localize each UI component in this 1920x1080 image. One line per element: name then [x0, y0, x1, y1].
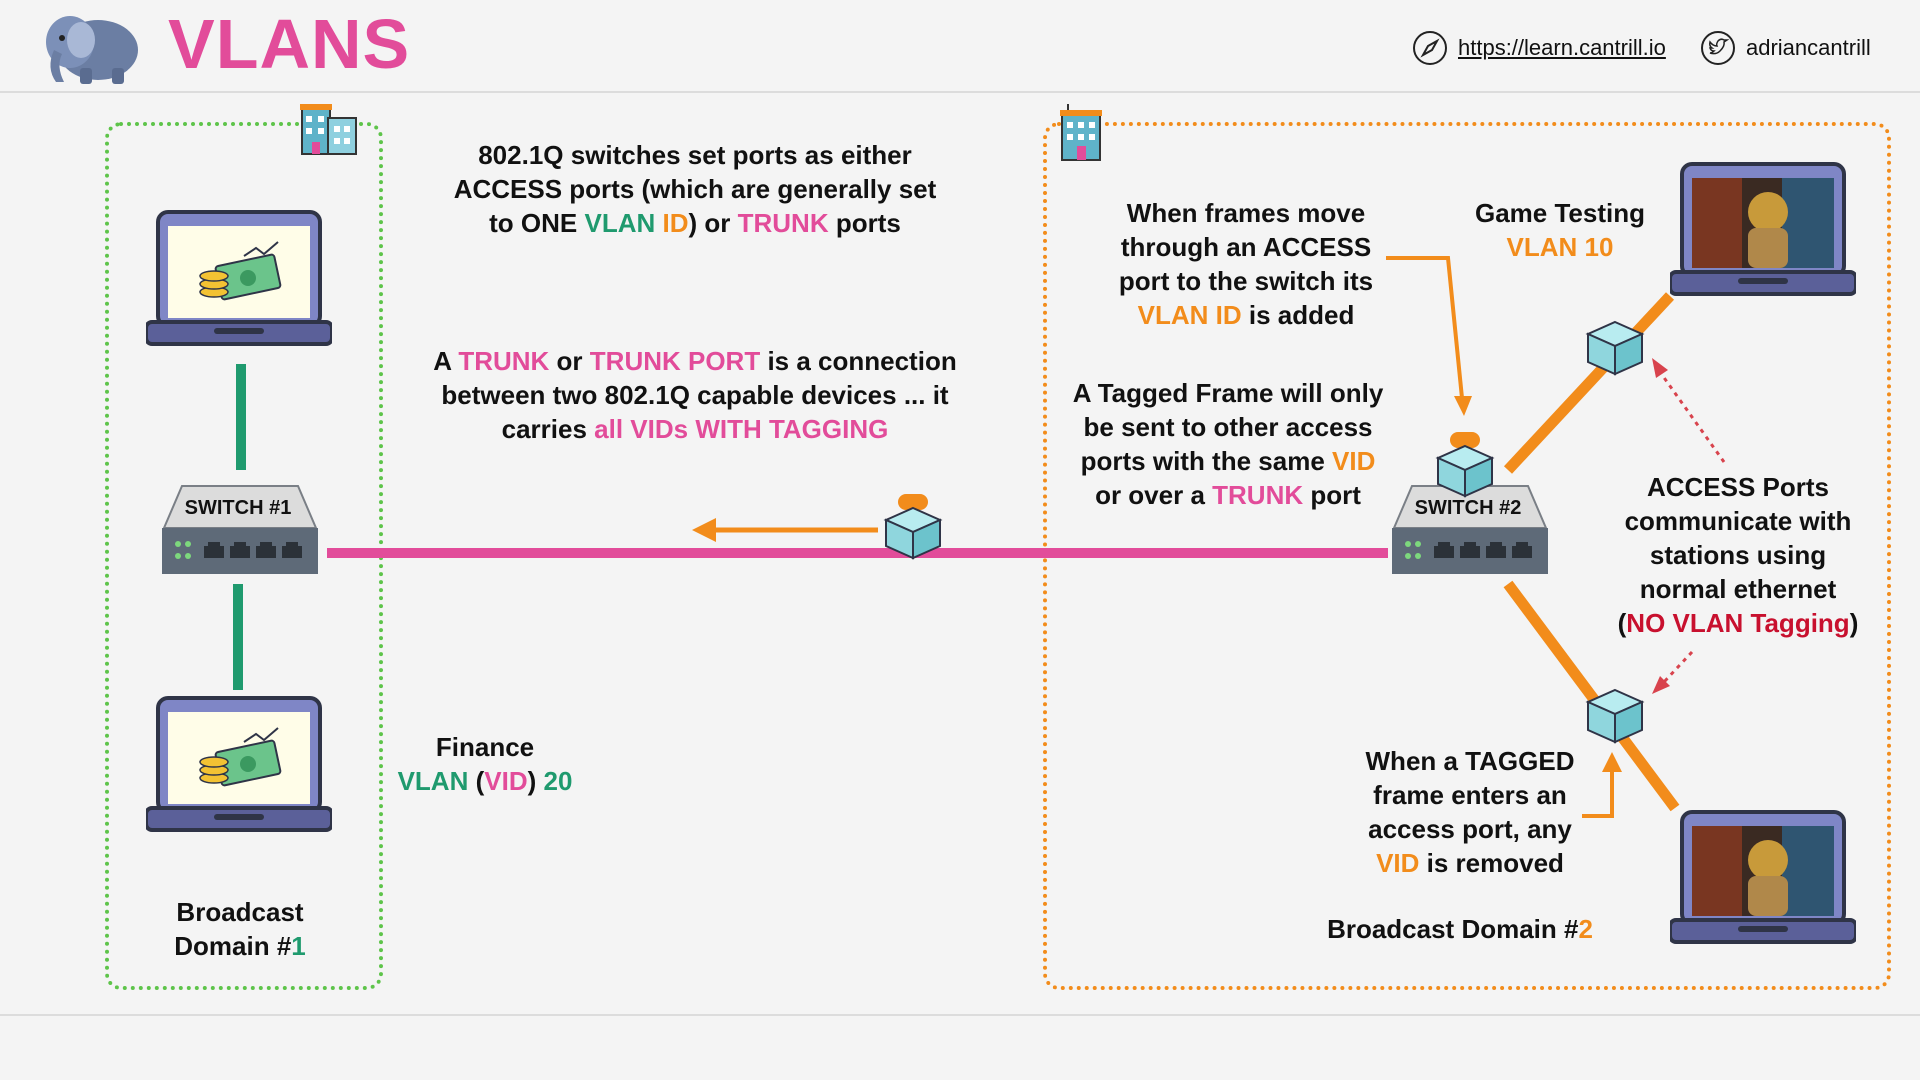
- switch-2-label: SWITCH #2: [1414, 497, 1522, 519]
- astronaut-icon: [1748, 840, 1788, 880]
- astronaut-icon: [1748, 192, 1788, 232]
- compass-icon: [1413, 31, 1447, 65]
- building-icon-2: [1060, 104, 1102, 161]
- tagged-frame-text: A Tagged Frame will only be sent to othe…: [1072, 378, 1384, 510]
- intro-text: 802.1Q switches set ports as either ACCE…: [453, 140, 937, 238]
- switch-1: [162, 485, 318, 574]
- money-icon: [199, 727, 282, 787]
- broadcast-domain-1-label: Broadcast Domain #1: [174, 897, 306, 961]
- money-icon: [199, 241, 282, 301]
- laptop-game-1: [1670, 162, 1856, 296]
- access-link-bottom: [1503, 580, 1680, 812]
- switch-1-label: SWITCH #1: [184, 497, 292, 519]
- frames-move-text: When frames move through an ACCESS port …: [1118, 198, 1374, 330]
- tagged-frame-cube-switch2: [1435, 432, 1495, 498]
- building-icon: [300, 104, 357, 155]
- laptop-game-2: [1670, 810, 1856, 944]
- broadcast-domain-2-label: Broadcast Domain #2: [1327, 914, 1593, 944]
- finance-vlan-label: Finance VLAN (VID) 20: [397, 732, 573, 796]
- trunk-text: A TRUNK or TRUNK PORT is a connection be…: [433, 346, 957, 444]
- arrow-left-icon: [692, 518, 716, 542]
- access-ports-text: ACCESS Ports communicate with stations u…: [1617, 472, 1859, 638]
- tagged-frame-cube: [883, 494, 943, 560]
- switch-2: [1392, 485, 1548, 574]
- twitter-handle[interactable]: adriancantrill: [1746, 35, 1871, 60]
- page-title: VLANS: [168, 5, 411, 83]
- header-divider: [0, 91, 1920, 93]
- laptop-finance-1: [146, 210, 332, 346]
- untagged-frame-cube-top: [1585, 320, 1645, 376]
- footer-divider: [0, 1014, 1920, 1016]
- untagged-frame-cube-bottom: [1585, 688, 1645, 744]
- website-link[interactable]: https://learn.cantrill.io: [1458, 35, 1666, 60]
- elephant-icon: [46, 16, 138, 84]
- laptop-finance-2: [146, 696, 332, 832]
- twitter-icon: [1701, 31, 1735, 65]
- tagged-enters-text: When a TAGGED frame enters an access por…: [1365, 746, 1575, 878]
- game-testing-label: Game Testing VLAN 10: [1474, 198, 1645, 262]
- access-link-top: [1503, 292, 1675, 474]
